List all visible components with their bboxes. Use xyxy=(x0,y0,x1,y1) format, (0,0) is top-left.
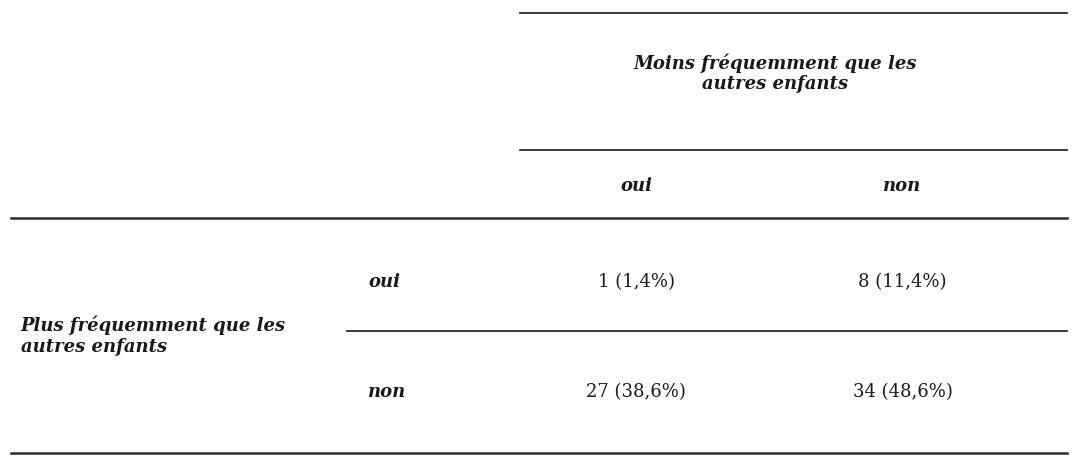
Text: non: non xyxy=(884,177,922,195)
Text: oui: oui xyxy=(620,177,652,195)
Text: 34 (48,6%): 34 (48,6%) xyxy=(853,383,953,401)
Text: Plus fréquemment que les
autres enfants: Plus fréquemment que les autres enfants xyxy=(20,315,286,355)
Text: Moins fréquemment que les
autres enfants: Moins fréquemment que les autres enfants xyxy=(634,53,917,93)
Text: 8 (11,4%): 8 (11,4%) xyxy=(858,273,946,291)
Text: 27 (38,6%): 27 (38,6%) xyxy=(586,383,686,401)
Text: non: non xyxy=(369,383,406,401)
Text: oui: oui xyxy=(369,273,401,291)
Text: 1 (1,4%): 1 (1,4%) xyxy=(597,273,675,291)
